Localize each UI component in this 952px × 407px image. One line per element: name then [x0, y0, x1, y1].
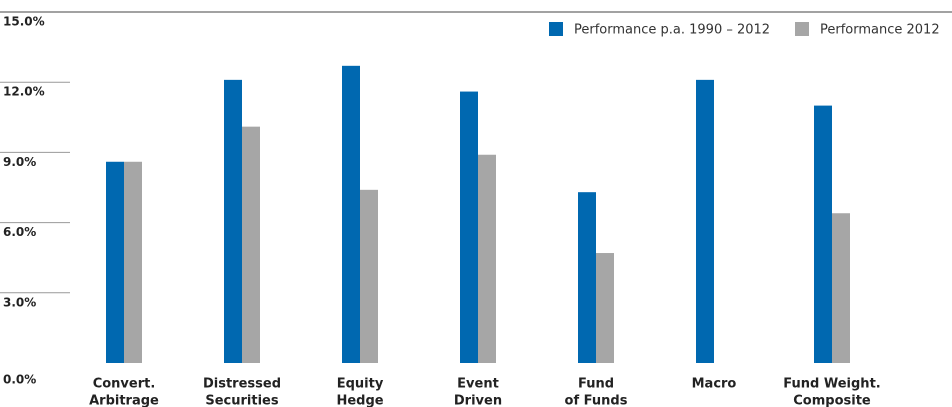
y-tick-label: 3.0% [3, 295, 36, 309]
bar [814, 105, 832, 363]
x-tick-label: Convert. [93, 377, 156, 392]
legend-swatch [549, 22, 563, 36]
x-tick-label: Distressed [203, 377, 281, 392]
x-tick-label: of Funds [565, 394, 628, 407]
x-tick-label: Macro [692, 377, 737, 392]
x-tick-label: Event [457, 377, 499, 392]
bar [478, 154, 496, 363]
bar [696, 79, 714, 364]
x-tick-label: Fund [578, 377, 614, 392]
x-tick-label: Composite [793, 394, 871, 407]
bar [124, 161, 142, 363]
x-tick-label: Securities [205, 394, 278, 407]
bar [242, 126, 260, 363]
bar [596, 253, 614, 363]
x-tick-label: Equity [337, 377, 384, 392]
bar [342, 65, 360, 363]
x-tick-label: Driven [454, 394, 502, 407]
bar [460, 91, 478, 363]
x-tick-label: Arbitrage [89, 394, 159, 407]
y-tick-label: 12.0% [3, 85, 45, 99]
legend-label: Performance 2012 [820, 23, 940, 38]
y-tick-label: 9.0% [3, 155, 36, 169]
bar [832, 213, 850, 363]
bar [360, 189, 378, 363]
y-tick-label: 15.0% [3, 15, 45, 29]
x-tick-label: Hedge [336, 394, 383, 407]
bar [224, 79, 242, 364]
y-tick-label: 6.0% [3, 225, 36, 239]
x-tick-label: Fund Weight. [783, 377, 880, 392]
bar [106, 161, 124, 363]
bar [578, 192, 596, 363]
legend-swatch [795, 22, 809, 36]
legend-label: Performance p.a. 1990 – 2012 [574, 23, 770, 38]
y-tick-label: 0.0% [3, 373, 36, 387]
